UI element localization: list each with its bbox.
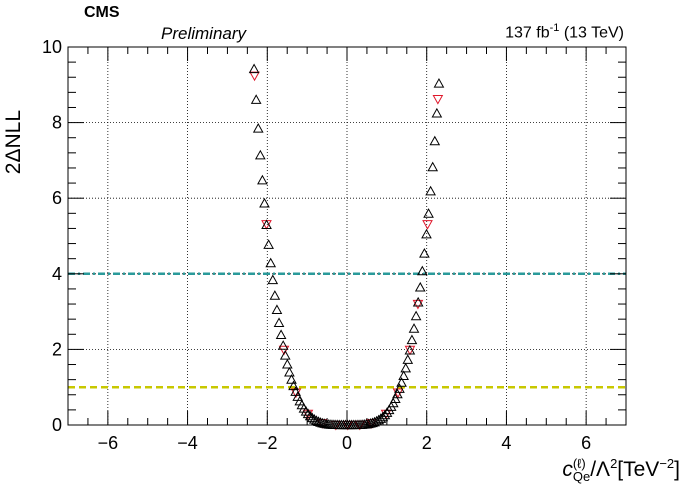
scan-point-up bbox=[281, 358, 293, 369]
scan-point-down bbox=[278, 345, 290, 356]
scan-point-up bbox=[429, 135, 441, 146]
scan-point-up bbox=[416, 265, 428, 276]
scan-point-down bbox=[261, 220, 272, 230]
scan-point-up bbox=[400, 362, 412, 373]
scan-point-up bbox=[379, 409, 391, 420]
scan-point-up bbox=[406, 334, 418, 345]
scan-point-up bbox=[392, 388, 403, 399]
scan-point-up bbox=[398, 370, 409, 380]
status-label: Preliminary bbox=[161, 24, 247, 43]
luminosity-unit-power: -1 bbox=[549, 22, 560, 34]
scan-point-up bbox=[254, 149, 266, 160]
scan-point-down bbox=[249, 71, 260, 82]
scan-point-up bbox=[412, 296, 424, 307]
scan-point-up bbox=[402, 354, 414, 364]
experiment-label: CMS bbox=[84, 4, 120, 21]
scan-point-up bbox=[304, 410, 316, 421]
scan-point-up bbox=[248, 63, 260, 74]
x-tick-label: −4 bbox=[177, 433, 198, 453]
scan-point-up bbox=[279, 349, 291, 360]
scan-point-up bbox=[259, 197, 270, 208]
x-tick-label: −6 bbox=[98, 433, 119, 453]
scan-point-up bbox=[288, 380, 299, 391]
scan-point-up bbox=[277, 340, 289, 350]
y-tick-label: 0 bbox=[52, 415, 62, 435]
scan-point-up bbox=[265, 257, 277, 268]
x-tick-label: 6 bbox=[581, 433, 591, 453]
x-tick-label: 4 bbox=[501, 433, 511, 453]
y-tick-label: 2 bbox=[52, 339, 62, 359]
scan-point-down bbox=[404, 345, 416, 356]
scan-point-down bbox=[432, 95, 444, 105]
scan-point-up bbox=[425, 185, 436, 196]
scan-point-up bbox=[252, 122, 264, 133]
scan-point-up bbox=[263, 239, 274, 249]
scan-point-up bbox=[261, 219, 272, 229]
x-tick-label: 2 bbox=[422, 433, 432, 453]
luminosity-label: 137 fb-1 (13 TeV) bbox=[505, 22, 624, 42]
scan-point-up bbox=[404, 344, 416, 355]
y-tick-label: 6 bbox=[52, 188, 62, 208]
y-tick-label: 10 bbox=[42, 37, 62, 57]
scan-point-up bbox=[389, 393, 401, 404]
scan-point-up bbox=[394, 383, 405, 393]
scan-point-up bbox=[267, 274, 279, 285]
scan-point-up bbox=[269, 290, 281, 300]
scan-point-up bbox=[421, 228, 432, 239]
scan-point-up bbox=[300, 405, 312, 416]
scan-point-up bbox=[284, 366, 295, 377]
scan-point-up bbox=[419, 247, 430, 258]
scan-point-up bbox=[414, 281, 426, 292]
scan-point-up bbox=[302, 408, 314, 419]
scan-point-up bbox=[308, 414, 320, 424]
scan-point-up bbox=[433, 78, 445, 88]
luminosity-value: 137 fb bbox=[505, 24, 550, 42]
y-tick-label: 4 bbox=[52, 264, 62, 284]
scan-point-up bbox=[271, 304, 283, 314]
scan-point-up bbox=[257, 174, 268, 185]
scan-point-up bbox=[250, 94, 262, 104]
energy-label: (13 TeV) bbox=[559, 24, 624, 42]
y-tick-label: 8 bbox=[52, 113, 62, 133]
scan-point-up bbox=[408, 323, 420, 333]
scan-point-up bbox=[311, 415, 322, 425]
scan-point-up bbox=[373, 414, 385, 425]
scan-point-down bbox=[412, 299, 424, 310]
scan-point-up bbox=[431, 107, 443, 118]
scan-point-up bbox=[410, 310, 422, 321]
x-axis-title: c (ℓ) Qe/Λ2[TeV−2] bbox=[562, 456, 680, 485]
x-tick-label: 0 bbox=[342, 433, 352, 453]
scan-point-up bbox=[306, 412, 318, 423]
scan-point-up bbox=[275, 329, 287, 339]
scan-point-up bbox=[396, 377, 407, 387]
x-tick-label: −2 bbox=[257, 433, 278, 453]
scan-point-up bbox=[427, 161, 439, 172]
scan-point-up bbox=[423, 208, 434, 218]
scan-point-up bbox=[273, 317, 285, 328]
scan-point-down bbox=[422, 220, 433, 230]
scan-point-up bbox=[286, 374, 297, 384]
